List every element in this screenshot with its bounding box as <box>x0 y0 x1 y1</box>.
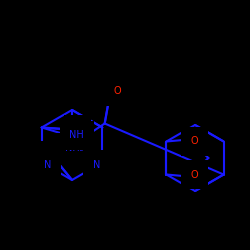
Text: N: N <box>92 160 100 170</box>
Text: O: O <box>114 86 122 97</box>
Text: N: N <box>44 160 52 170</box>
Text: O: O <box>190 170 198 179</box>
Text: O: O <box>42 151 50 161</box>
Text: O: O <box>74 124 82 134</box>
Text: NH: NH <box>69 130 84 140</box>
Text: O: O <box>190 136 198 146</box>
Text: NH₂: NH₂ <box>65 143 83 153</box>
